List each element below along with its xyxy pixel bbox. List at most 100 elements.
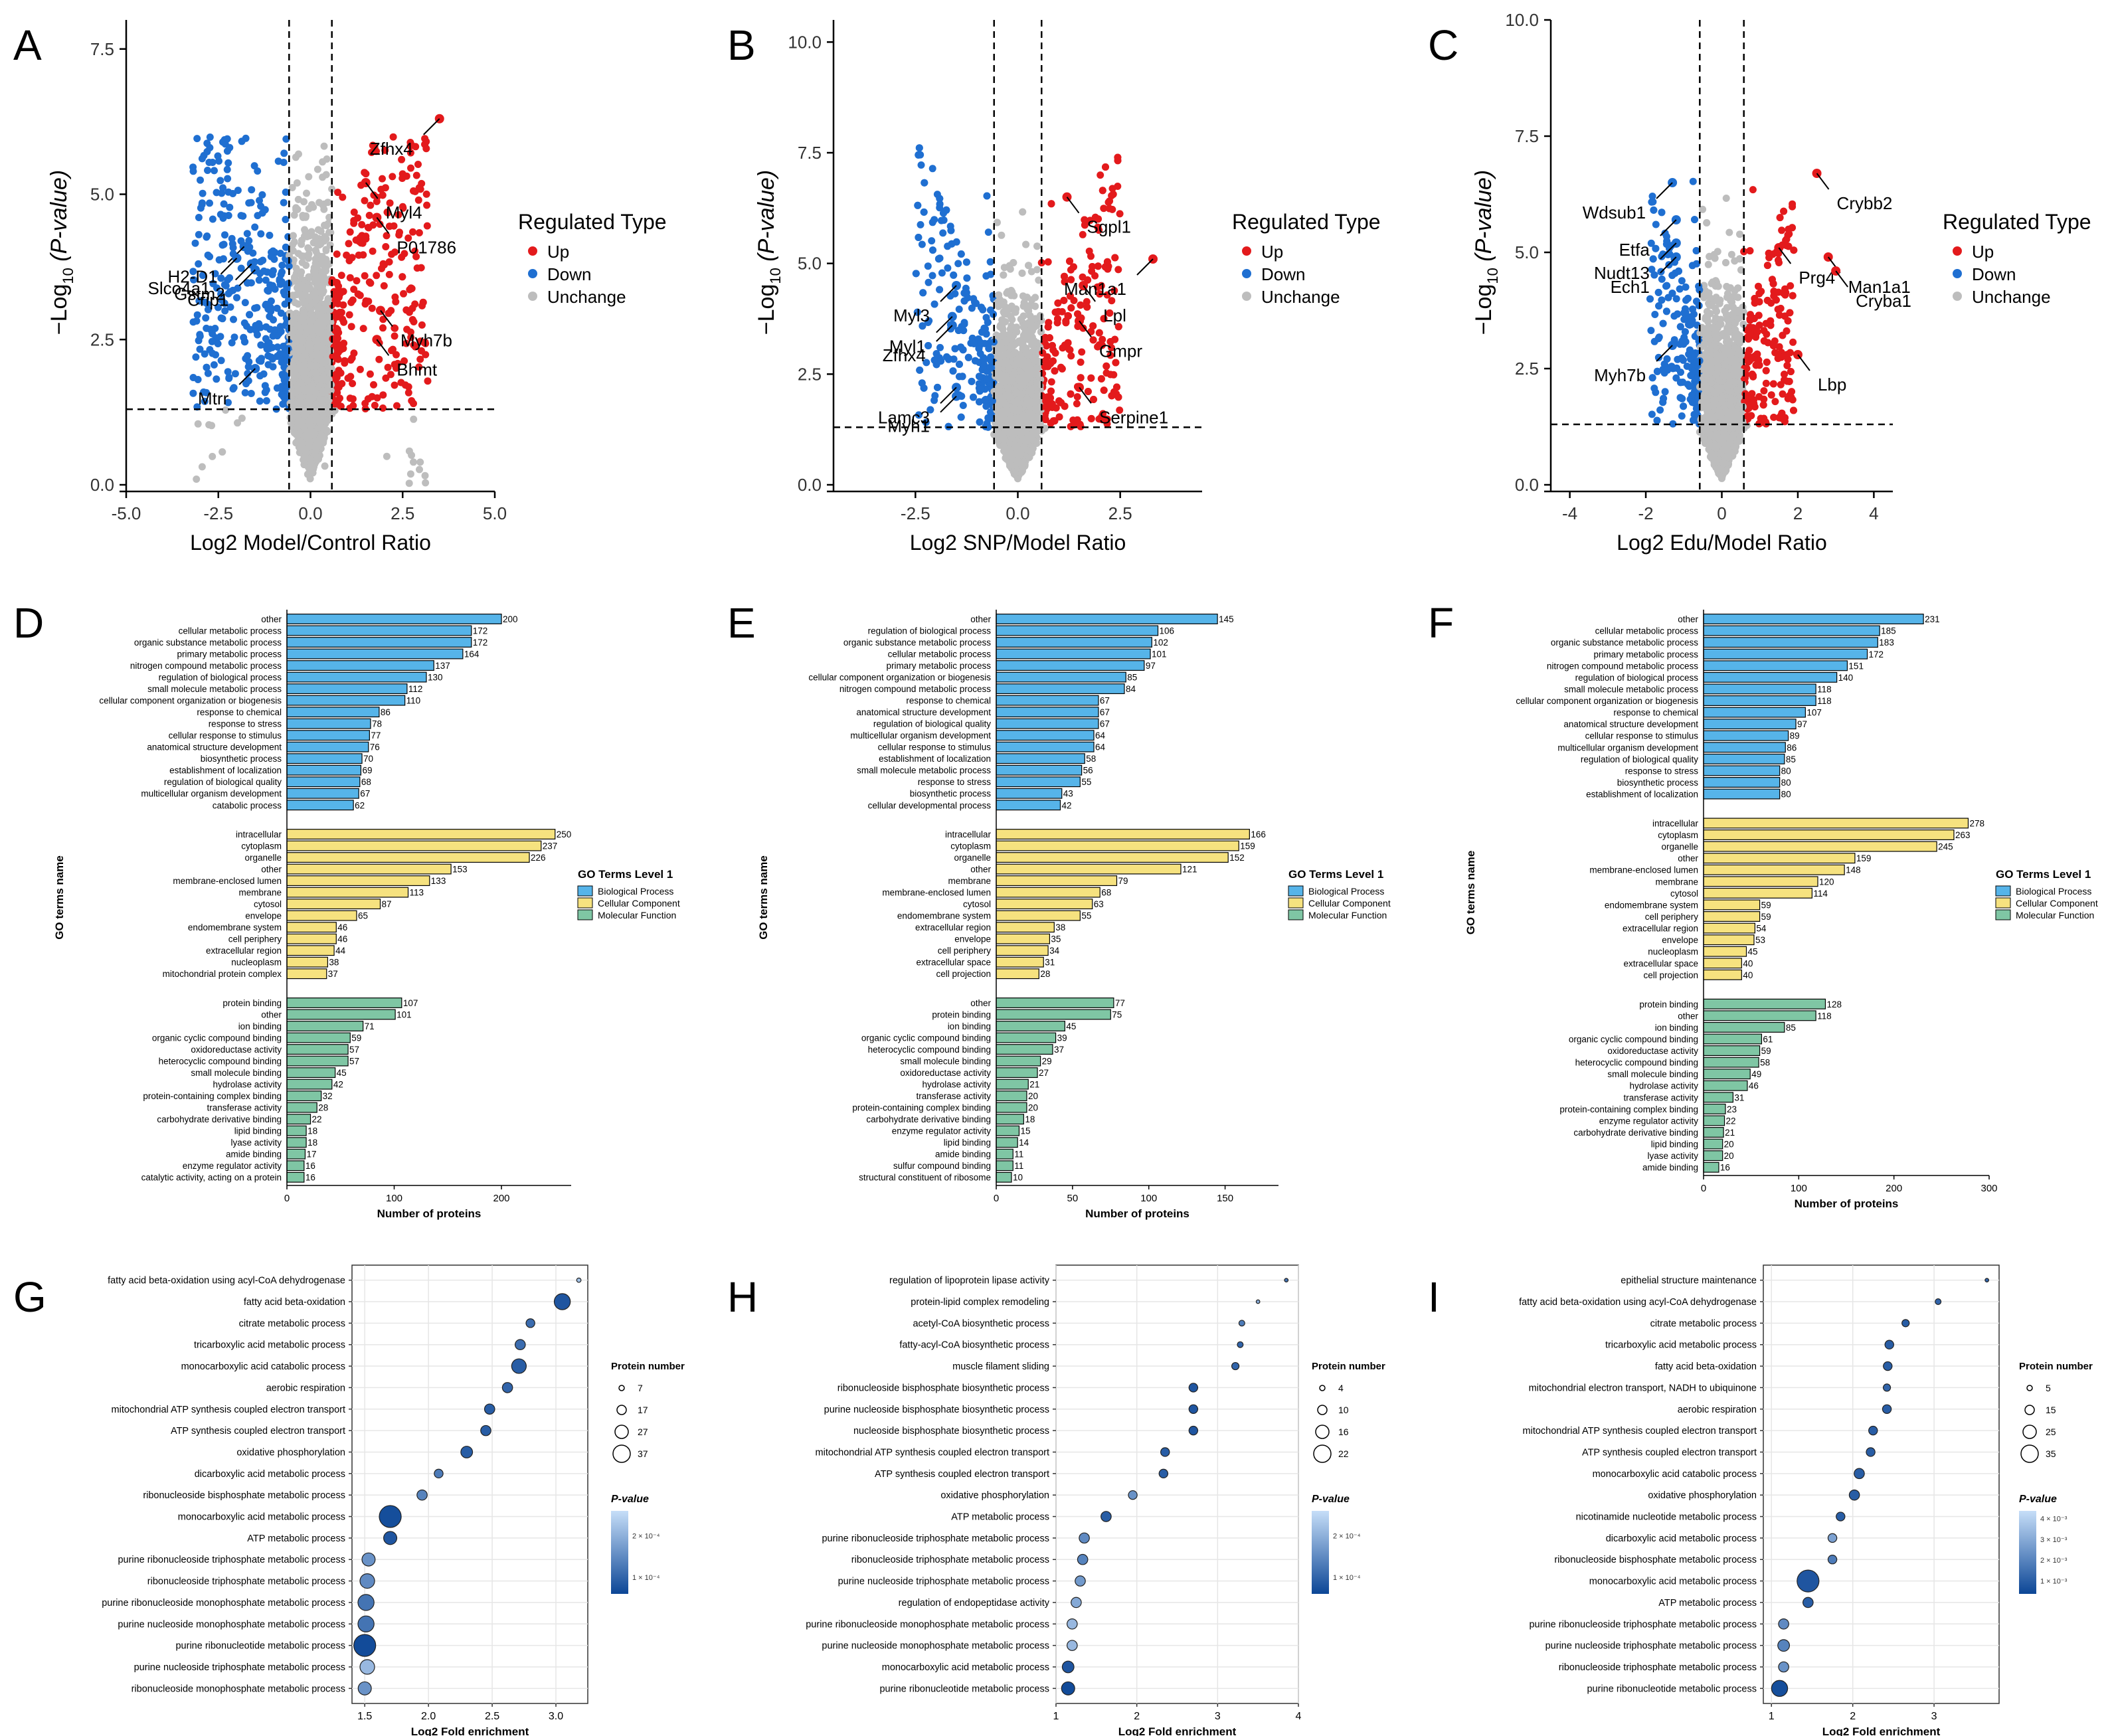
volcano-point: [944, 264, 952, 272]
volcano-point: [924, 278, 932, 286]
volcano-point: [368, 392, 376, 400]
volcano-point: [1105, 205, 1113, 213]
volcano-point: [391, 293, 399, 301]
volcano-point: [195, 214, 203, 221]
y-tick-label: 0.0: [90, 475, 114, 495]
volcano-point: [199, 272, 207, 280]
volcano-point: [930, 396, 938, 404]
volcano-point: [215, 256, 223, 264]
volcano-point: [402, 306, 410, 314]
volcano-point: [247, 390, 255, 397]
volcano-point: [274, 157, 282, 165]
volcano-point: [256, 372, 264, 380]
volcano-point: [942, 206, 950, 214]
volcano-point: [1104, 199, 1112, 207]
volcano-point: [940, 217, 948, 224]
volcano-point: [349, 402, 357, 410]
volcano-point: [954, 260, 962, 268]
volcano-point: [998, 316, 1006, 324]
volcano-point: [262, 397, 270, 404]
volcano-point: [277, 309, 285, 317]
volcano-point: [368, 304, 376, 312]
volcano-point: [1006, 330, 1013, 338]
volcano-point: [1079, 230, 1087, 238]
volcano-point: [963, 274, 971, 282]
volcano-point: [211, 270, 219, 278]
volcano-point: [234, 419, 241, 427]
volcano-point: [306, 317, 314, 325]
volcano-point: [912, 270, 920, 278]
volcano-point: [350, 219, 358, 227]
volcano-point: [297, 324, 305, 331]
volcano-point: [416, 355, 424, 363]
volcano-point: [322, 171, 330, 179]
volcano-point: [241, 389, 249, 396]
volcano-point: [944, 355, 952, 363]
volcano-point: [296, 343, 304, 351]
volcano-point: [308, 228, 315, 236]
volcano-point: [362, 297, 370, 305]
volcano-point: [240, 338, 248, 346]
volcano-point: [273, 304, 281, 312]
volcano-point: [302, 448, 310, 456]
volcano-point: [327, 387, 335, 394]
volcano-point: [365, 278, 373, 286]
volcano-point: [308, 327, 315, 335]
volcano-point: [396, 228, 403, 236]
volcano-point: [389, 173, 396, 181]
volcano-point: [418, 321, 426, 329]
volcano-point: [219, 241, 226, 249]
volcano-point: [352, 236, 360, 244]
volcano-point: [196, 345, 204, 353]
volcano-point: [1044, 258, 1052, 266]
volcano-point: [321, 265, 329, 273]
volcano-point: [1103, 258, 1111, 266]
volcano-point: [257, 230, 265, 238]
volcano-point: [198, 463, 206, 471]
volcano-point: [976, 339, 984, 347]
volcano-point: [393, 351, 400, 359]
volcano-point: [211, 167, 218, 175]
volcano-point: [385, 270, 393, 278]
volcano-point: [398, 273, 406, 281]
gene-label: Zfhx4: [370, 139, 413, 159]
volcano-point: [411, 300, 419, 308]
volcano-point: [254, 331, 261, 339]
volcano-point: [264, 287, 272, 295]
volcano-point: [223, 135, 231, 143]
volcano-point: [335, 294, 343, 302]
volcano-point: [1067, 304, 1075, 312]
volcano-point: [333, 353, 341, 361]
gene-label: Mtrr: [198, 389, 229, 408]
volcano-point: [243, 230, 251, 238]
panel-letter-i: I: [1428, 1273, 1440, 1321]
volcano-point: [300, 412, 308, 420]
volcano-point: [194, 420, 202, 428]
volcano-point: [409, 228, 416, 236]
volcano-point: [1083, 303, 1091, 311]
volcano-point: [323, 416, 331, 424]
volcano-point: [936, 286, 944, 294]
volcano-point: [203, 233, 211, 241]
panel-letter-g: G: [13, 1273, 46, 1321]
volcano-point: [226, 143, 234, 151]
volcano-point: [206, 199, 213, 207]
gene-label-leader: [423, 118, 440, 135]
volcano-point: [319, 158, 327, 166]
volcano-point: [230, 384, 238, 392]
volcano-point: [288, 184, 296, 191]
volcano-point: [189, 167, 197, 175]
volcano-point: [406, 149, 414, 157]
volcano-point: [209, 349, 217, 357]
volcano-point: [1073, 400, 1081, 408]
volcano-point: [261, 382, 269, 390]
volcano-point: [936, 343, 944, 351]
volcano-point: [276, 280, 284, 288]
volcano-point: [204, 369, 212, 377]
volcano-point: [397, 379, 405, 387]
volcano-point: [916, 366, 924, 374]
volcano-point: [311, 268, 319, 276]
volcano-point: [217, 290, 225, 298]
volcano-point: [421, 140, 429, 148]
volcano-point: [313, 165, 321, 173]
